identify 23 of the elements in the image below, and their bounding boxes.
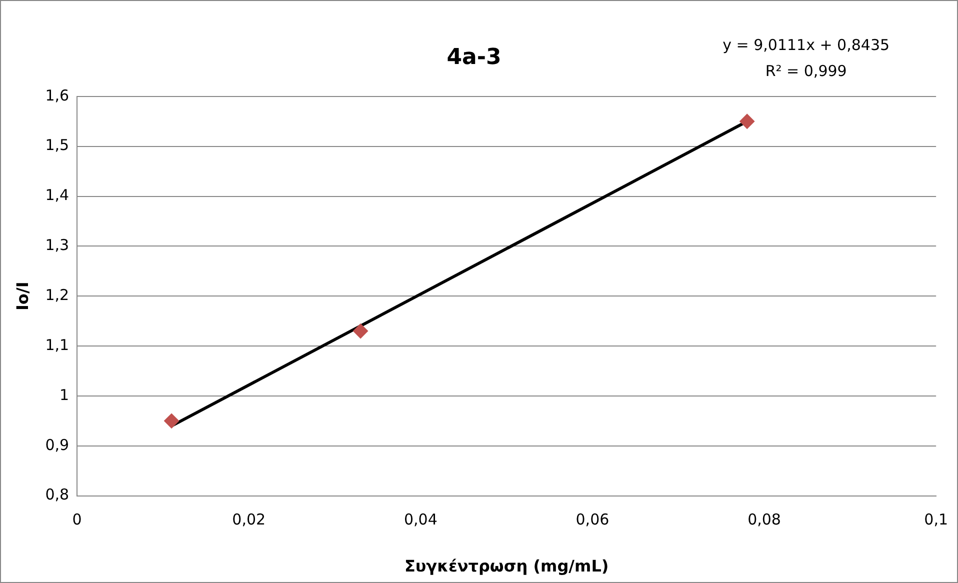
y-tick-label: 1,6 [45, 86, 70, 104]
y-tick-label: 1 [60, 386, 70, 404]
x-tick-label: 0 [72, 510, 82, 529]
y-tick-label: 0,9 [45, 436, 70, 454]
text: R² = 0,999 [765, 62, 847, 80]
y-axis-title: Io/I [12, 282, 32, 310]
y-tick-label: 1,4 [45, 186, 70, 204]
x-tick-label: 0,08 [748, 510, 781, 529]
y-tick-label: 1,3 [45, 236, 70, 254]
y-tick-label: 1,1 [45, 336, 70, 354]
point [353, 324, 368, 339]
x-tick-label: 0,04 [404, 510, 438, 529]
chart-title: 4a-3 [446, 44, 502, 70]
y-tick-label: 1,2 [45, 286, 70, 304]
x-tick-label: 0,1 [924, 510, 948, 529]
x-tick-label: 0,06 [576, 510, 610, 529]
point [164, 413, 180, 428]
point [740, 114, 755, 129]
y-tick-label: 1,5 [45, 136, 70, 154]
text: y = 9,0111x + 0,8435 [722, 36, 890, 54]
y-tick-label: 0,8 [45, 486, 70, 504]
x-tick-label: 0,02 [232, 510, 266, 529]
x-axis-title: Συγκέντρωση (mg/mL) [404, 556, 609, 576]
